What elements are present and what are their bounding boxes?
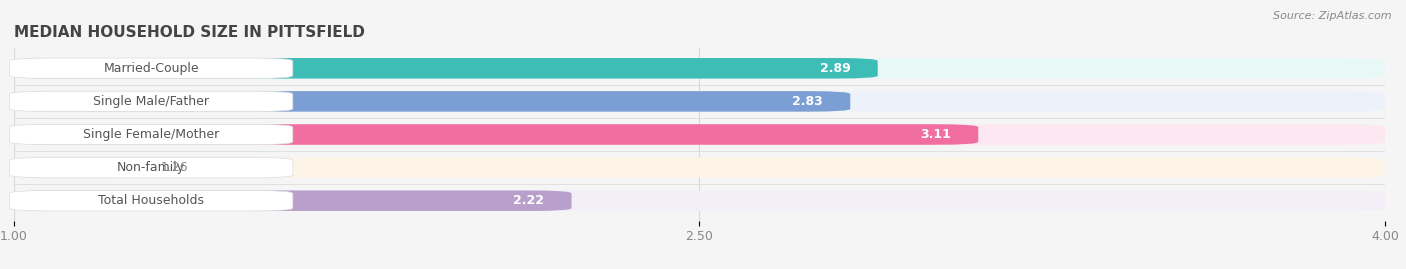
Text: MEDIAN HOUSEHOLD SIZE IN PITTSFIELD: MEDIAN HOUSEHOLD SIZE IN PITTSFIELD xyxy=(14,25,366,40)
FancyBboxPatch shape xyxy=(10,124,292,145)
FancyBboxPatch shape xyxy=(14,58,1385,79)
Text: Total Households: Total Households xyxy=(98,194,204,207)
Text: Source: ZipAtlas.com: Source: ZipAtlas.com xyxy=(1274,11,1392,21)
FancyBboxPatch shape xyxy=(14,91,1385,112)
FancyBboxPatch shape xyxy=(14,190,1385,211)
Text: Single Male/Father: Single Male/Father xyxy=(93,95,209,108)
Text: Married-Couple: Married-Couple xyxy=(103,62,200,75)
Text: 2.89: 2.89 xyxy=(820,62,851,75)
Text: 2.22: 2.22 xyxy=(513,194,544,207)
FancyBboxPatch shape xyxy=(10,190,292,211)
FancyBboxPatch shape xyxy=(14,157,1385,178)
Text: 3.11: 3.11 xyxy=(920,128,950,141)
FancyBboxPatch shape xyxy=(10,91,292,112)
FancyBboxPatch shape xyxy=(10,58,292,79)
FancyBboxPatch shape xyxy=(14,157,134,178)
FancyBboxPatch shape xyxy=(14,91,851,112)
FancyBboxPatch shape xyxy=(10,157,292,178)
FancyBboxPatch shape xyxy=(14,190,572,211)
Text: 2.83: 2.83 xyxy=(792,95,823,108)
FancyBboxPatch shape xyxy=(14,124,979,145)
Text: Single Female/Mother: Single Female/Mother xyxy=(83,128,219,141)
FancyBboxPatch shape xyxy=(14,124,1385,145)
FancyBboxPatch shape xyxy=(14,58,877,79)
Text: Non-family: Non-family xyxy=(117,161,186,174)
Text: 1.26: 1.26 xyxy=(160,161,188,174)
